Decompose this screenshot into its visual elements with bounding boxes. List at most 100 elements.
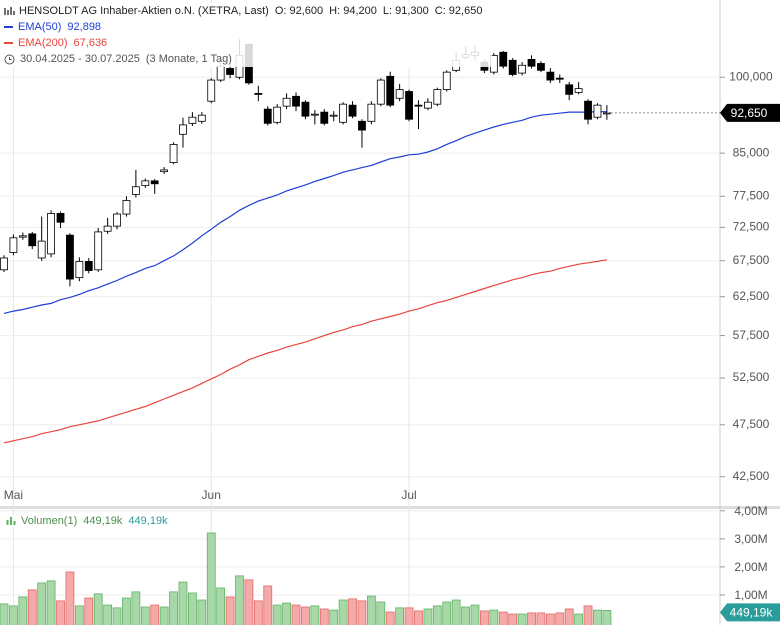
candle-body xyxy=(37,240,46,259)
volume-bar xyxy=(489,609,499,625)
volume-bar xyxy=(329,609,339,625)
candle-body xyxy=(292,95,300,107)
volume-bar xyxy=(338,599,348,625)
candle-body xyxy=(160,169,169,173)
volume-bar xyxy=(187,592,197,625)
candle-body xyxy=(9,237,18,253)
volume-bar xyxy=(244,579,254,625)
candle-body xyxy=(367,103,376,122)
volume-bar xyxy=(150,604,160,625)
volume-bar xyxy=(178,581,188,625)
candle-body xyxy=(508,59,517,75)
candle-body xyxy=(527,59,536,67)
volume-bar xyxy=(84,597,94,625)
candle-body xyxy=(555,77,564,80)
legend-entry[interactable]: EMA(50) 92,898 xyxy=(4,19,488,35)
legend-value: 67,636 xyxy=(73,37,108,49)
volume-legend[interactable]: Volumen(1) 449,19k 449,19k xyxy=(6,515,174,527)
volume-bar xyxy=(235,575,244,625)
candle-body xyxy=(179,124,187,135)
volume-bar xyxy=(593,609,602,625)
candle-body xyxy=(301,101,310,117)
candle-body xyxy=(273,106,282,123)
legend-name: Volumen(1) xyxy=(21,515,78,527)
volume-bar xyxy=(225,596,235,625)
volume-bar xyxy=(470,604,480,625)
candle-body xyxy=(18,235,27,238)
candle-body xyxy=(197,114,206,122)
candle-body xyxy=(169,144,178,163)
legend: HENSOLDT AG Inhaber-Aktien o.N. (XETRA, … xyxy=(4,3,493,67)
volume-bar xyxy=(574,613,584,625)
volume-bar xyxy=(555,612,565,625)
candle-body xyxy=(254,93,263,95)
volume-bar xyxy=(366,595,376,625)
legend-value: 92,898 xyxy=(67,21,102,33)
legend-value: 449,19k xyxy=(128,515,168,527)
y-tick-label: 77,500 xyxy=(733,188,770,202)
x-tick-label: Jul xyxy=(401,488,416,502)
volume-bar xyxy=(536,612,546,625)
volume-bar xyxy=(348,598,357,625)
candle-body xyxy=(574,88,583,93)
volume-bar xyxy=(122,597,131,625)
candle-body xyxy=(75,261,84,279)
y-tick-label: 4,00M xyxy=(734,504,767,518)
volume-bar xyxy=(112,607,122,625)
chart-icon xyxy=(4,7,15,16)
ohlc-label: C: 92,650 xyxy=(434,5,483,17)
period: (3 Monate, 1 Tag) xyxy=(145,53,232,65)
y-tick-label: 1,00M xyxy=(734,588,767,602)
candle-body xyxy=(226,68,234,75)
candle-body xyxy=(188,116,197,124)
candle-body xyxy=(282,97,291,107)
candle-body xyxy=(584,100,592,120)
y-tick-label: 52,500 xyxy=(733,370,770,384)
last-volume-label: 449,19k xyxy=(730,606,774,620)
y-tick-label: 100,000 xyxy=(729,69,773,83)
volume-bar xyxy=(103,604,113,625)
y-tick-label: 85,000 xyxy=(733,145,770,159)
y-tick-label: 57,500 xyxy=(733,328,770,342)
x-tick-label: Jun xyxy=(202,488,221,502)
candle-body xyxy=(518,64,526,74)
candle-body xyxy=(339,103,348,123)
volume-bar xyxy=(74,605,84,625)
volume-bar xyxy=(263,585,273,625)
candle-body xyxy=(56,213,65,223)
volume-bar xyxy=(319,608,329,625)
volume-bar xyxy=(291,604,301,625)
title-row: HENSOLDT AG Inhaber-Aktien o.N. (XETRA, … xyxy=(4,3,488,19)
candle-body xyxy=(66,234,74,280)
candle-body xyxy=(329,114,338,117)
volume-bar xyxy=(18,596,28,625)
volume-bar xyxy=(357,600,367,625)
legend-swatch xyxy=(4,42,13,45)
candle-body xyxy=(386,75,395,106)
legend-swatch xyxy=(4,26,13,29)
volume-bar xyxy=(545,613,555,625)
candle-body xyxy=(442,71,451,90)
volume-bar xyxy=(27,589,37,625)
last-price-badge xyxy=(720,103,780,122)
candle-body xyxy=(150,180,159,185)
candle-body xyxy=(423,101,432,109)
candle-body xyxy=(537,63,545,71)
volume-bar xyxy=(423,608,433,625)
legend-value: 449,19k xyxy=(83,515,123,527)
y-tick-label: 47,500 xyxy=(733,417,770,431)
volume-icon xyxy=(6,517,16,526)
y-tick-label: 72,500 xyxy=(733,220,770,234)
volume-bar xyxy=(9,605,18,625)
y-tick-label: 2,00M xyxy=(734,560,767,574)
volume-bar xyxy=(432,605,442,625)
candle-body xyxy=(499,51,508,67)
volume-bar xyxy=(517,613,527,625)
volume-bar xyxy=(414,610,423,625)
candle-body xyxy=(28,233,37,247)
legend-entry[interactable]: EMA(200) 67,636 xyxy=(4,35,488,51)
volume-bar xyxy=(451,599,461,625)
candle-body xyxy=(348,104,357,117)
